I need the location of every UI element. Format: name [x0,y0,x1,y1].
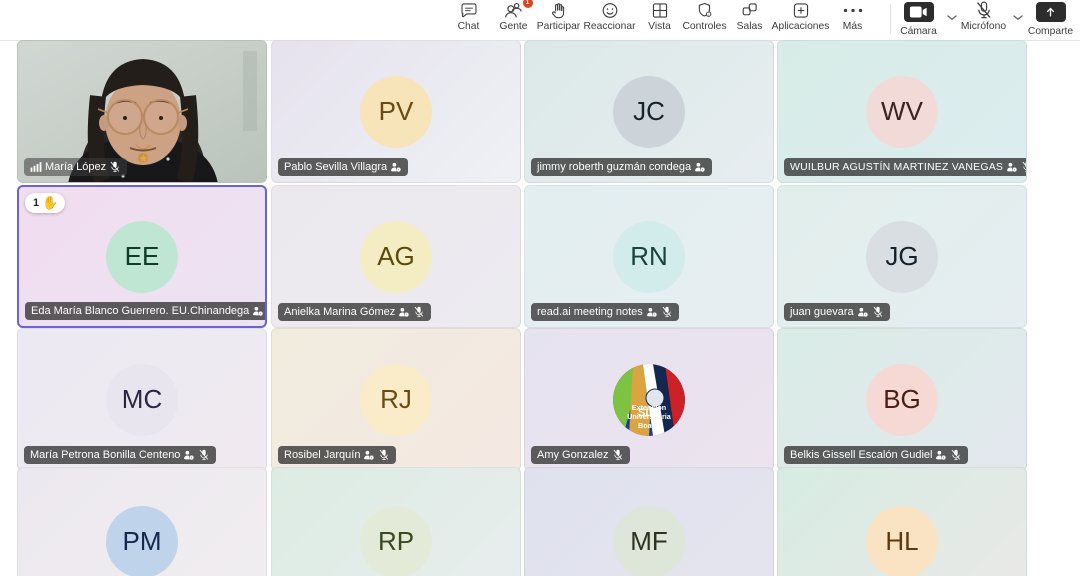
svg-text:Boaco: Boaco [638,421,661,430]
svg-text:Universitaria: Universitaria [627,412,672,421]
svg-text:Extensión: Extensión [632,403,666,412]
